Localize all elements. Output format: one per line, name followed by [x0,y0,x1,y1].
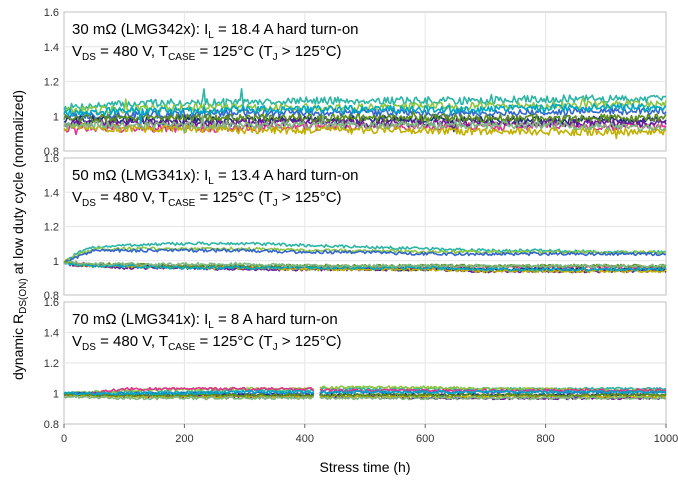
panel-annotation-line1: 30 mΩ (LMG342x): IL = 18.4 A hard turn-o… [72,21,359,41]
y-tick-label: 0.8 [44,146,59,158]
y-tick-label: 1.2 [44,358,59,370]
x-tick-label: 1000 [654,433,678,445]
series-line [64,260,667,269]
series-line [63,261,667,272]
series-line [63,110,667,123]
series-line [63,246,667,264]
panel-1: 0.8 1 1.2 1.4 1.6 30 mΩ (LMG342x): IL = 18.4 … [44,7,667,158]
y-tick-label: 1 [53,111,59,123]
x-tick-label: 600 [416,433,434,445]
series-line [63,87,667,113]
panel-2: 0.8 1 1.2 1.4 1.6 50 mΩ (LMG341x): IL = 13.4 … [44,153,667,302]
y-tick-label: 1.6 [44,297,59,309]
y-tick-label: 1.4 [44,42,59,54]
panels-layer: 0.8 1 1.2 1.4 1.6 30 mΩ (LMG342x): IL = 18.4 … [44,7,667,431]
y-tick-label: 1 [53,389,59,401]
series-line [63,394,667,401]
series-line [63,389,667,396]
panel-annotation-line2: VDS = 480 V, TCASE = 125°C (TJ > 125°C) [72,43,342,63]
y-tick-label: 1 [53,256,59,268]
x-axis: 0 200 400 600 800 1000 [61,424,678,445]
y-axis-label-sub: DS(ON) [18,278,29,314]
panel-annotation-line2: VDS = 480 V, TCASE = 125°C (TJ > 125°C) [72,333,342,353]
series-line [63,241,667,264]
x-axis-label: Stress time (h) [319,459,410,475]
x-tick-label: 0 [61,433,67,445]
y-tick-label: 1.6 [44,7,59,19]
series-line [63,386,667,399]
x-tick-label: 400 [296,433,314,445]
series-line [63,122,667,140]
series-line [64,248,667,264]
y-tick-label: 1.4 [44,187,59,199]
panel-annotation-line2: VDS = 480 V, TCASE = 125°C (TJ > 125°C) [72,189,342,209]
panel-annotation-line1: 70 mΩ (LMG341x): IL = 8 A hard turn-on [72,311,338,331]
series-line [63,103,667,125]
y-axis-label-pre: dynamic R [10,314,26,380]
panel-3: 0.8 1 1.2 1.4 1.6 70 mΩ (LMG341x): IL = 8 A h… [44,297,667,431]
x-tick-label: 200 [175,433,193,445]
y-axis-label: dynamic RDS(ON) at low duty cycle (norma… [10,90,29,380]
series-line [63,114,667,134]
y-tick-label: 1.4 [44,328,59,340]
y-tick-label: 1.2 [44,222,59,234]
y-tick-label: 0.8 [44,290,59,302]
y-tick-label: 0.8 [44,419,59,431]
y-tick-label: 1.2 [44,77,59,89]
y-tick-label: 1.6 [44,153,59,165]
y-axis-label-post: at low duty cycle (normalized) [10,90,26,278]
panel-annotation-line1: 50 mΩ (LMG341x): IL = 13.4 A hard turn-o… [72,167,359,187]
x-tick-label: 800 [536,433,554,445]
